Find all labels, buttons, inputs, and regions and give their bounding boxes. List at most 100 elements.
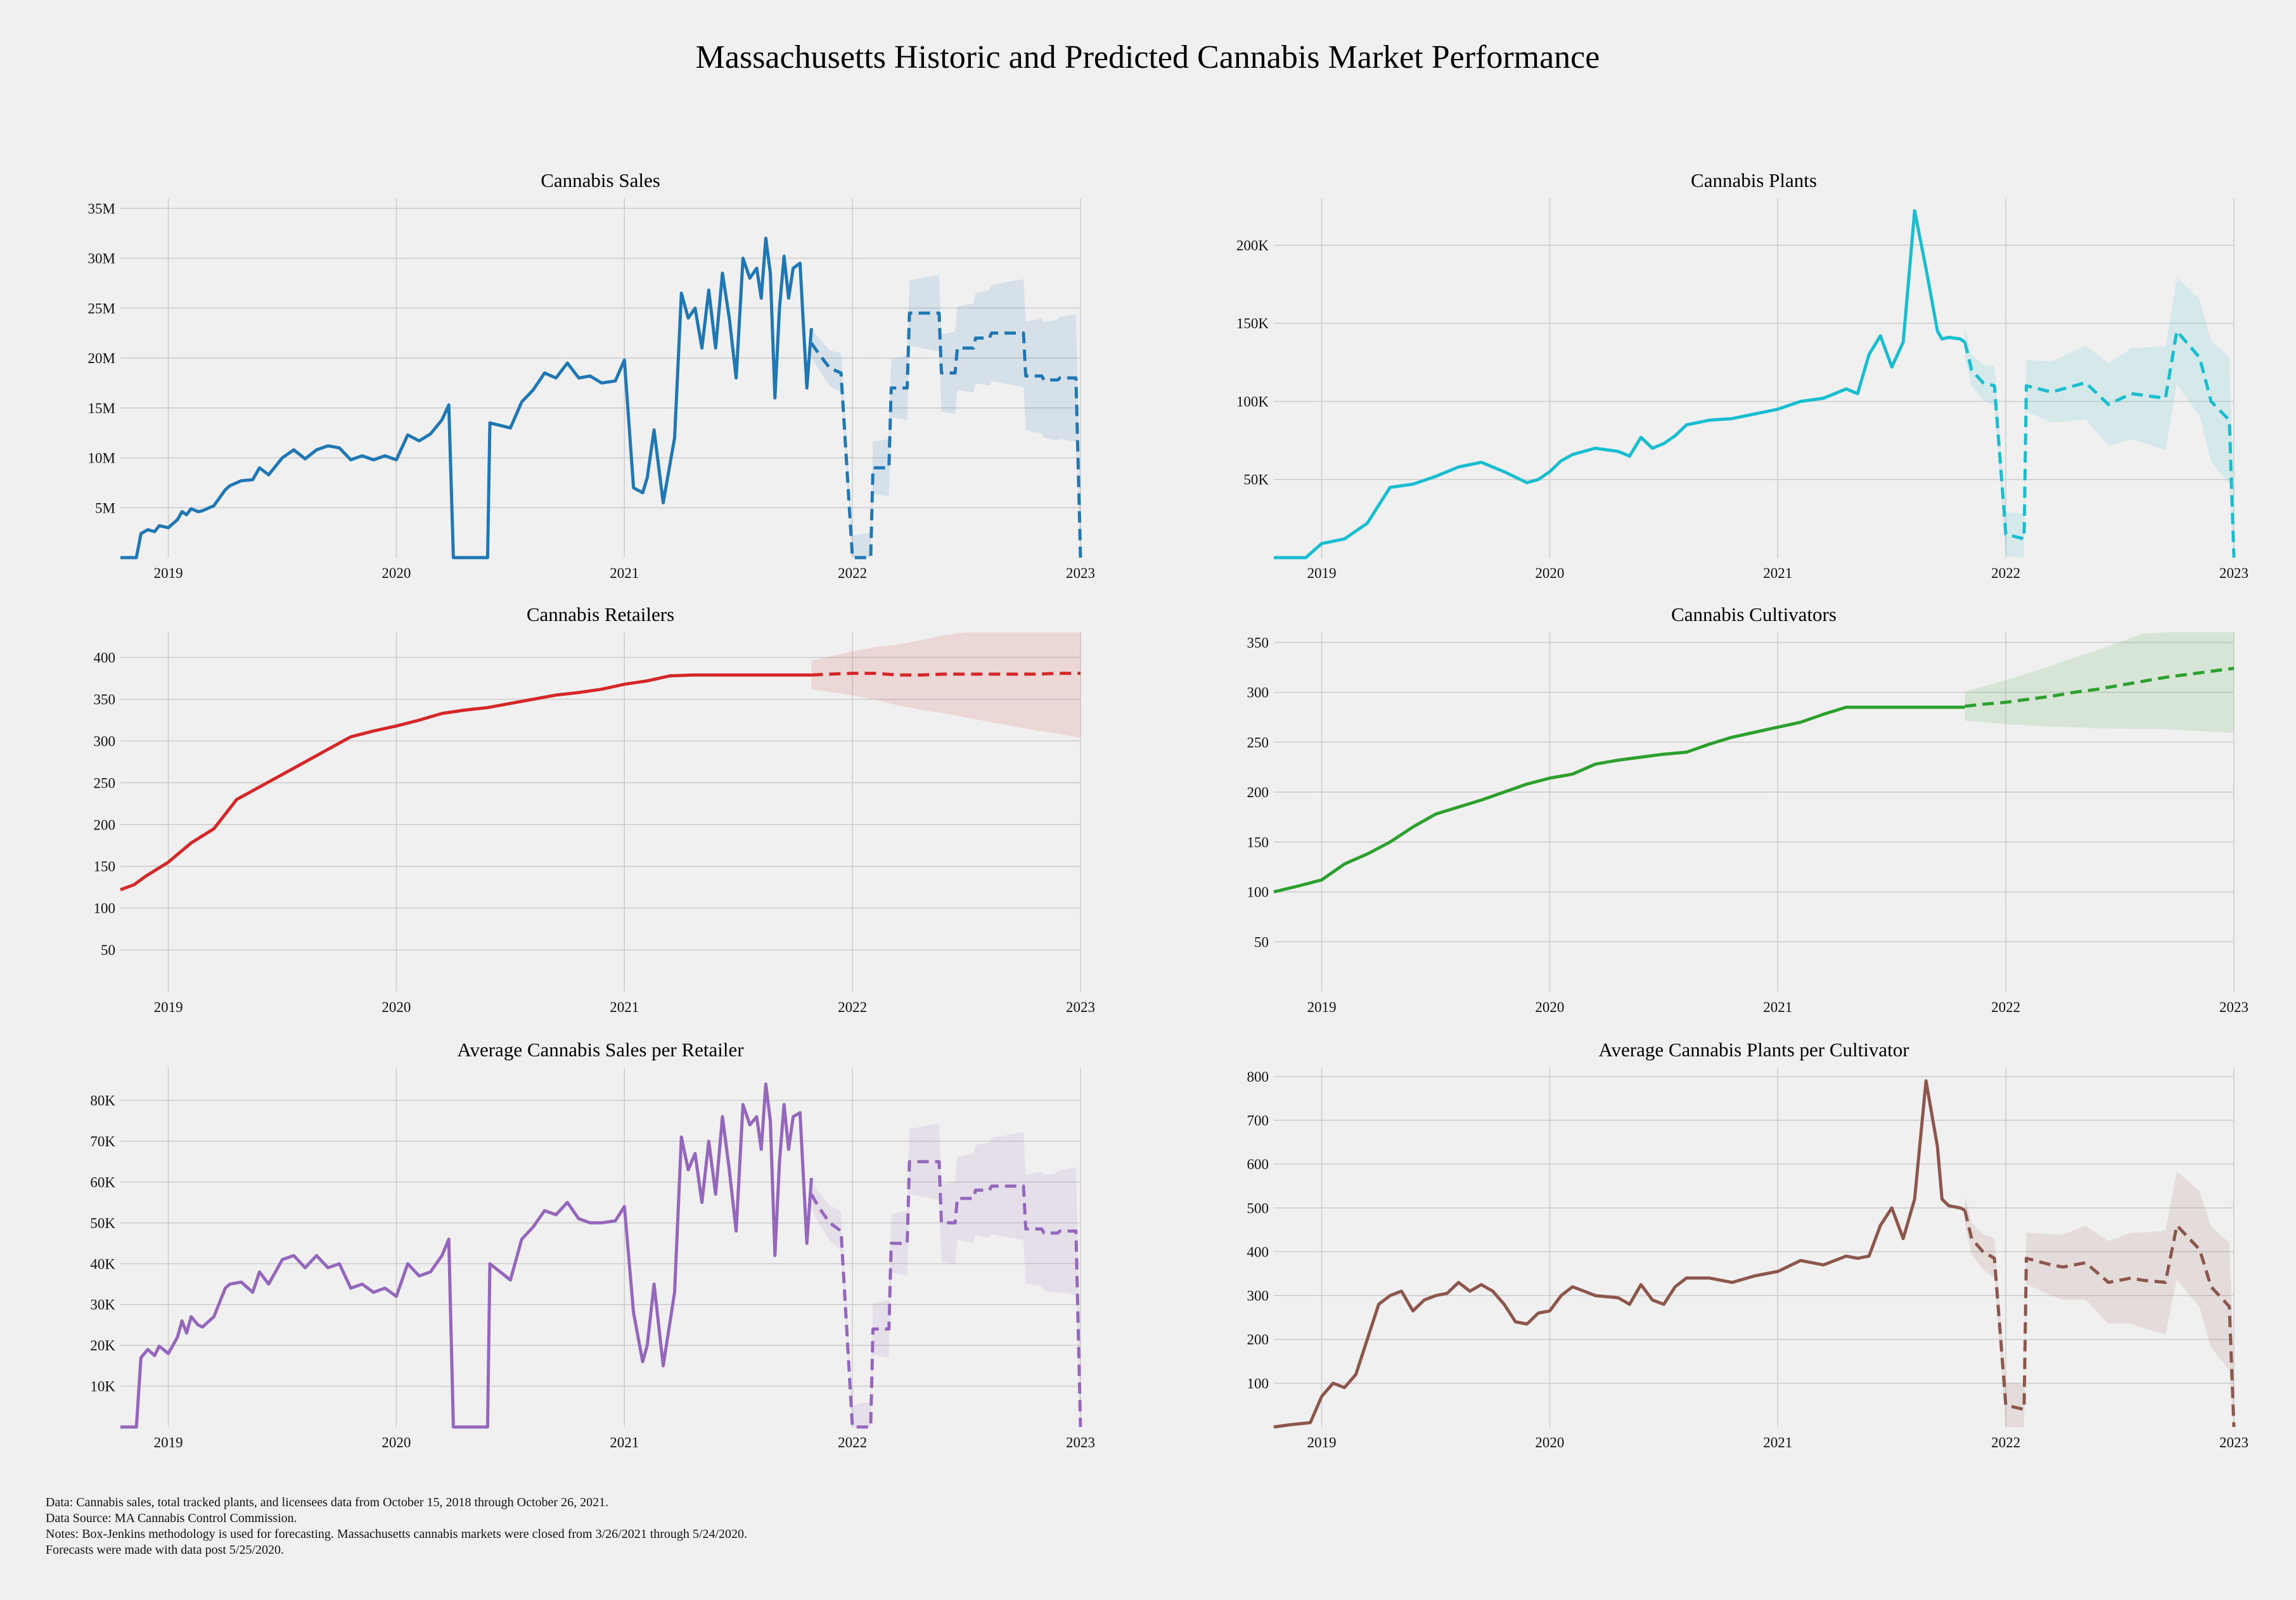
cannabis-cultivators-ytick-label: 300 (1247, 685, 1269, 701)
average-cannabis-sales-per-retailer-historic-line (120, 1082, 813, 1429)
average-cannabis-plants-per-cultivator-ytick-label: 800 (1247, 1069, 1269, 1085)
note-source: Data Source: MA Cannabis Control Commiss… (46, 1511, 297, 1525)
average-cannabis-plants-per-cultivator-ytick-label: 100 (1247, 1376, 1269, 1392)
cannabis-plants-xtick-label: 2020 (1535, 565, 1564, 581)
cannabis-plants-historic-line (1274, 209, 1966, 560)
cannabis-retailers-historic-line (120, 673, 812, 892)
cannabis-retailers-xtick-label: 2020 (382, 999, 411, 1015)
cannabis-retailers-title: Cannabis Retailers (527, 603, 674, 625)
cannabis-retailers-ytick-label: 300 (94, 733, 116, 749)
cannabis-cultivators-xtick-label: 2020 (1535, 999, 1564, 1015)
note-forecast: Forecasts were made with data post 5/25/… (46, 1543, 284, 1557)
cannabis-plants-xtick-label: 2023 (2219, 565, 2248, 581)
cannabis-sales-xtick-label: 2019 (154, 565, 183, 581)
cannabis-plants-ytick-label: 100K (1236, 394, 1269, 409)
cannabis-plants-title: Cannabis Plants (1691, 169, 1817, 191)
average-cannabis-sales-per-retailer-confidence-band (811, 1123, 1081, 1427)
average-cannabis-sales-per-retailer-title: Average Cannabis Sales per Retailer (457, 1039, 744, 1061)
cannabis-cultivators-historic-line (1273, 705, 1965, 893)
note-data: Data: Cannabis sales, total tracked plan… (46, 1495, 608, 1509)
average-cannabis-plants-per-cultivator-ytick-label: 500 (1247, 1200, 1269, 1216)
cannabis-cultivators-ytick-label: 250 (1247, 734, 1269, 750)
cannabis-plants-confidence-band (1965, 277, 2234, 558)
average-cannabis-plants-per-cultivator-xtick-label: 2022 (1991, 1435, 2020, 1450)
cannabis-sales-ytick-label: 10M (88, 451, 115, 466)
cannabis-retailers-ytick-label: 50 (101, 942, 115, 958)
panel-cannabis-retailers: Cannabis Retailers 50 100 150 200 250 300 350 40… (94, 603, 1096, 1015)
panel-cannabis-plants: Cannabis Plants 50K 100K 150K 200K 2019 2020 20… (1236, 169, 2248, 581)
notes: Data: Cannabis sales, total tracked plan… (46, 1495, 747, 1557)
panels: Cannabis Sales 5M 10M 15M 20M 25M 30M 35M 2019 20… (88, 169, 2248, 1450)
cannabis-cultivators-ytick-label: 150 (1247, 835, 1269, 850)
average-cannabis-sales-per-retailer-ytick-label: 80K (90, 1093, 115, 1109)
average-cannabis-plants-per-cultivator-xtick-label: 2021 (1763, 1435, 1792, 1450)
average-cannabis-sales-per-retailer-ytick-label: 50K (90, 1215, 115, 1231)
cannabis-plants-forecast-line (1963, 330, 2236, 558)
cannabis-plants-xtick-label: 2021 (1763, 565, 1792, 581)
cannabis-retailers-xtick-label: 2023 (1066, 999, 1095, 1015)
average-cannabis-plants-per-cultivator-ytick-label: 600 (1247, 1156, 1269, 1172)
cannabis-retailers-xtick-label: 2021 (610, 999, 639, 1015)
cannabis-sales-confidence-band (811, 274, 1081, 558)
cannabis-sales-xtick-label: 2021 (610, 565, 639, 581)
cannabis-sales-title: Cannabis Sales (541, 169, 660, 191)
average-cannabis-sales-per-retailer-xtick-label: 2019 (154, 1435, 183, 1450)
cannabis-cultivators-title: Cannabis Cultivators (1671, 603, 1837, 625)
cannabis-retailers-ytick-label: 250 (94, 775, 116, 791)
cannabis-sales-forecast-line (810, 311, 1082, 560)
average-cannabis-sales-per-retailer-xtick-label: 2021 (610, 1435, 639, 1450)
cannabis-cultivators-confidence-band (1965, 632, 2234, 733)
cannabis-cultivators-xtick-label: 2021 (1763, 999, 1792, 1015)
average-cannabis-plants-per-cultivator-xtick-label: 2020 (1535, 1435, 1564, 1450)
cannabis-sales-ytick-label: 15M (88, 400, 115, 416)
cannabis-retailers-ytick-label: 200 (94, 817, 116, 833)
cannabis-sales-ytick-label: 5M (95, 500, 115, 516)
cannabis-sales-ytick-label: 25M (88, 300, 115, 316)
cannabis-cultivators-xtick-label: 2019 (1307, 999, 1337, 1015)
cannabis-plants-ytick-label: 150K (1236, 316, 1269, 331)
cannabis-sales-xtick-label: 2020 (382, 565, 411, 581)
average-cannabis-plants-per-cultivator-xtick-label: 2023 (2219, 1435, 2248, 1450)
average-cannabis-plants-per-cultivator-ytick-label: 200 (1247, 1332, 1269, 1348)
cannabis-retailers-confidence-band (811, 632, 1081, 738)
figure-title: Massachusetts Historic and Predicted Can… (696, 39, 1600, 75)
cannabis-retailers-forecast-line (811, 672, 1081, 677)
cannabis-sales-xtick-label: 2023 (1066, 565, 1095, 581)
average-cannabis-sales-per-retailer-xtick-label: 2022 (838, 1435, 867, 1450)
average-cannabis-sales-per-retailer-forecast-line (810, 1160, 1082, 1429)
cannabis-sales-historic-line (120, 236, 813, 560)
panel-average-cannabis-sales-per-retailer: Average Cannabis Sales per Retailer 10K 20… (90, 1039, 1095, 1450)
cannabis-plants-ytick-label: 50K (1243, 472, 1269, 488)
panel-average-cannabis-plants-per-cultivator: Average Cannabis Plants per Cultivator 10… (1247, 1039, 2249, 1450)
cannabis-cultivators-xtick-label: 2022 (1991, 999, 2020, 1015)
cannabis-retailers-ytick-label: 400 (94, 650, 116, 666)
cannabis-sales-ytick-label: 35M (88, 201, 115, 217)
cannabis-sales-ytick-label: 20M (88, 350, 115, 366)
average-cannabis-plants-per-cultivator-xtick-label: 2019 (1307, 1435, 1337, 1450)
average-cannabis-plants-per-cultivator-ytick-label: 300 (1247, 1288, 1269, 1304)
cannabis-cultivators-ytick-label: 200 (1247, 784, 1269, 800)
cannabis-cultivators-ytick-label: 50 (1254, 934, 1269, 950)
cannabis-cultivators-ytick-label: 350 (1247, 635, 1269, 651)
panel-cannabis-sales: Cannabis Sales 5M 10M 15M 20M 25M 30M 35M 2019 20… (88, 169, 1095, 581)
average-cannabis-sales-per-retailer-ytick-label: 20K (90, 1338, 115, 1354)
average-cannabis-plants-per-cultivator-historic-line (1273, 1079, 1966, 1429)
cannabis-retailers-xtick-label: 2019 (154, 999, 183, 1015)
average-cannabis-plants-per-cultivator-confidence-band (1965, 1171, 2234, 1427)
average-cannabis-sales-per-retailer-ytick-label: 40K (90, 1256, 115, 1272)
cannabis-plants-xtick-label: 2019 (1307, 565, 1337, 581)
average-cannabis-plants-per-cultivator-forecast-line (1963, 1210, 2236, 1428)
average-cannabis-sales-per-retailer-xtick-label: 2020 (382, 1435, 411, 1450)
average-cannabis-sales-per-retailer-ytick-label: 70K (90, 1134, 115, 1149)
panel-cannabis-cultivators: Cannabis Cultivators 50 100 150 200 250 300 350… (1247, 603, 2249, 1015)
cannabis-cultivators-ytick-label: 100 (1247, 885, 1269, 900)
cannabis-retailers-ytick-label: 100 (94, 900, 116, 916)
average-cannabis-plants-per-cultivator-ytick-label: 400 (1247, 1244, 1269, 1260)
note-method: Notes: Box-Jenkins methodology is used f… (46, 1527, 747, 1541)
cannabis-plants-xtick-label: 2022 (1991, 565, 2020, 581)
cannabis-cultivators-xtick-label: 2023 (2219, 999, 2248, 1015)
average-cannabis-plants-per-cultivator-ytick-label: 700 (1247, 1113, 1269, 1129)
cannabis-sales-ytick-label: 30M (88, 251, 115, 267)
average-cannabis-sales-per-retailer-ytick-label: 60K (90, 1174, 115, 1190)
